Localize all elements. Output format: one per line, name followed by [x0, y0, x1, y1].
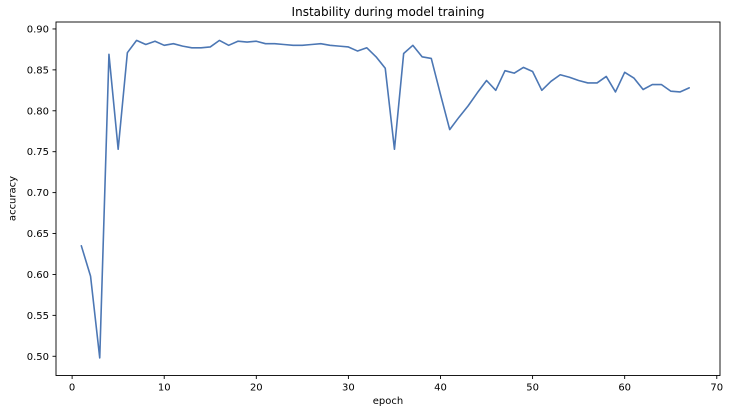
x-tick-label: 20	[250, 383, 263, 394]
y-tick-label: 0.55	[27, 311, 49, 322]
y-tick-label: 0.65	[27, 229, 49, 240]
data-line	[80, 39, 690, 359]
x-tick-label: 0	[69, 383, 75, 394]
x-tick-label: 70	[710, 383, 723, 394]
y-tick-label: 0.70	[27, 188, 49, 199]
y-tick-label: 0.80	[27, 106, 49, 117]
x-tick-label: 10	[158, 383, 171, 394]
chart-title: Instability during model training	[291, 5, 485, 19]
x-axis-label: epoch	[372, 396, 404, 407]
x-tick-label: 50	[526, 383, 539, 394]
y-tick-label: 0.85	[27, 65, 49, 76]
x-tick-label: 60	[618, 383, 631, 394]
y-tick-label: 0.75	[27, 147, 49, 158]
y-tick-label: 0.50	[27, 352, 49, 363]
x-tick-label: 30	[342, 383, 355, 394]
y-tick-label: 0.90	[27, 24, 49, 35]
y-axis-label: accuracy	[7, 175, 19, 222]
plot-border	[55, 21, 721, 376]
x-tick-label: 40	[434, 383, 447, 394]
y-tick-label: 0.60	[27, 270, 49, 281]
